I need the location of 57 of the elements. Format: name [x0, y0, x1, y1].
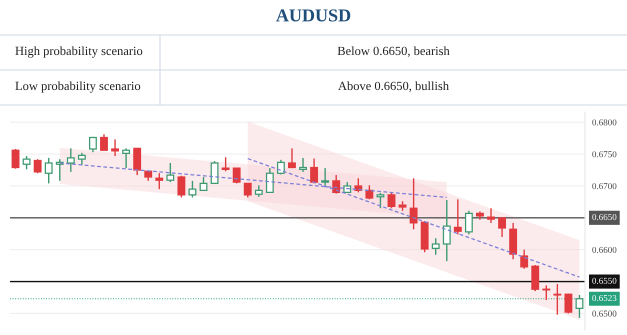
candlestick: [576, 294, 584, 319]
chart-title: AUDUSD: [276, 9, 350, 22]
candlestick: [111, 138, 119, 157]
ref-line-label: 0.6650: [592, 214, 616, 220]
candlestick: [200, 176, 208, 192]
text: Low probability scenario: [15, 81, 140, 93]
candlestick: [244, 182, 252, 198]
candlestick: [88, 136, 97, 153]
candlestick: [531, 264, 540, 292]
candlestick: [44, 157, 53, 184]
candlestick: [12, 148, 20, 170]
candlestick: [288, 148, 296, 169]
candlestick: [487, 208, 495, 224]
candlestick: [542, 284, 550, 301]
candlestick: [432, 238, 440, 256]
candlestick: [321, 167, 330, 188]
candlestick: [410, 178, 418, 230]
candlestick: [266, 167, 274, 194]
text: Below 0.6650, bearish: [338, 46, 450, 57]
y-tick-label: 0.6500: [592, 310, 616, 317]
candlestick: [100, 134, 108, 151]
candlestick: [520, 248, 528, 270]
candlestick: [22, 155, 31, 170]
candlestick: [166, 162, 174, 183]
ref-line-label: 0.6523: [592, 294, 616, 302]
candlestick: [222, 156, 230, 172]
candlestick: [464, 210, 473, 236]
candlestick: [78, 152, 86, 166]
candlestick: [454, 198, 462, 236]
text: High probability scenario: [15, 46, 142, 58]
candlestick: [56, 158, 64, 182]
candlestick: [310, 158, 318, 184]
candlestick: [177, 175, 186, 198]
candlestick: [232, 167, 241, 184]
candlestick: [210, 160, 219, 184]
candlestick: [564, 292, 572, 314]
candlestick: [276, 159, 285, 176]
ref-line-label: 0.6550: [592, 278, 616, 284]
candlestick: [299, 157, 307, 173]
candlestick: [553, 283, 562, 316]
candlestick: [66, 148, 75, 173]
candlestick: [122, 148, 130, 169]
y-tick-label: 0.6700: [592, 183, 616, 190]
candlestick: [155, 172, 164, 190]
y-tick-label: 0.6600: [592, 246, 616, 253]
candlestick: [188, 180, 196, 198]
candlestick: [388, 192, 396, 209]
candlestick: [498, 217, 506, 238]
candlestick: [254, 184, 263, 198]
candlestick: [442, 199, 451, 262]
candlestick: [376, 192, 384, 209]
candlestick: [133, 148, 142, 176]
candlestick: [34, 158, 42, 174]
y-tick-label: 0.6800: [592, 119, 616, 126]
candlestick: [398, 200, 406, 212]
y-tick-label: 0.6750: [592, 151, 616, 158]
text: Above 0.6650, bullish: [338, 81, 449, 92]
